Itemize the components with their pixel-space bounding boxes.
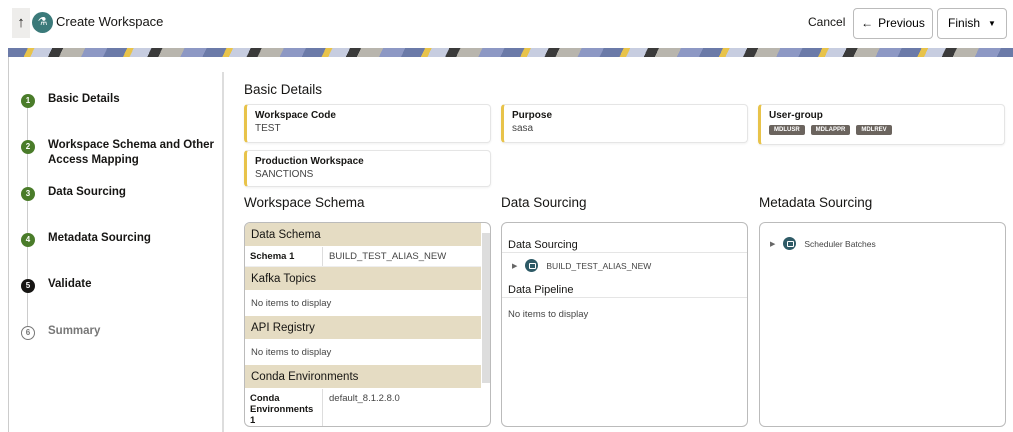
data-pipeline-subheader: Data Pipeline: [502, 278, 747, 298]
api-registry-header: API Registry: [245, 316, 481, 340]
step-3-label[interactable]: Data Sourcing: [48, 186, 126, 198]
data-schema-header: Data Schema: [245, 223, 481, 247]
step-2-indicator: 2: [21, 140, 35, 154]
conda-environments-header: Conda Environments: [245, 365, 481, 389]
step-1-label[interactable]: Basic Details: [48, 93, 120, 105]
wizard-panel: [8, 57, 1013, 432]
user-group-tag: MDLREV: [856, 125, 892, 135]
node-label: BUILD_TEST_ALIAS_NEW: [546, 260, 652, 271]
workspace-code-card: Workspace Code TEST: [244, 104, 491, 143]
step-4-indicator: 4: [21, 233, 35, 247]
kafka-topics-header: Kafka Topics: [245, 267, 481, 291]
step-2-label[interactable]: Workspace Schema and Other Access Mappin…: [48, 139, 214, 166]
step-5-label[interactable]: Validate: [48, 278, 92, 290]
tree-node[interactable]: ▶ BUILD_TEST_ALIAS_NEW: [502, 253, 747, 278]
metadata-sourcing-box: ▶ Scheduler Batches: [759, 222, 1006, 427]
banner: [8, 48, 1013, 57]
row-value: default_8.1.2.8.0: [329, 393, 400, 404]
step-5-indicator: 5: [21, 279, 35, 293]
divider: [222, 72, 224, 432]
row-key: Conda Environments 1: [245, 389, 323, 426]
arrow-left-icon: ←: [861, 16, 874, 30]
folder-icon: [525, 259, 539, 272]
folder-icon: [783, 237, 797, 250]
table-row: Conda Environments 1 default_8.1.2.8.0: [245, 389, 481, 426]
basic-details-heading: Basic Details: [244, 82, 323, 97]
scrollbar[interactable]: [482, 233, 490, 383]
tree-node[interactable]: ▶ Scheduler Batches: [760, 231, 1005, 256]
workspace-schema-heading: Workspace Schema: [244, 195, 365, 210]
label: Workspace Code: [255, 110, 336, 121]
data-sourcing-box: Data Sourcing ▶ BUILD_TEST_ALIAS_NEW Data…: [501, 222, 748, 427]
step-3-indicator: 3: [21, 187, 35, 201]
label: Purpose: [512, 110, 553, 121]
previous-button[interactable]: ← Previous: [853, 8, 933, 39]
finish-button[interactable]: Finish ▼: [937, 8, 1007, 39]
label: Production Workspace: [255, 156, 364, 167]
table-row: Schema 1 BUILD_TEST_ALIAS_NEW: [245, 247, 481, 267]
empty-message: No items to display: [251, 298, 332, 309]
node-label: Scheduler Batches: [804, 238, 876, 249]
data-sourcing-subheader: Data Sourcing: [502, 233, 747, 253]
back-button[interactable]: ↑: [12, 8, 30, 38]
value: sasa: [512, 123, 534, 134]
empty-message: No items to display: [508, 309, 589, 320]
step-6-indicator: 6: [21, 326, 35, 340]
row-key: Schema 1: [245, 247, 323, 266]
step-6-label[interactable]: Summary: [48, 325, 101, 337]
step-1-indicator: 1: [21, 94, 35, 108]
expand-arrow-icon[interactable]: ▶: [512, 262, 518, 270]
page-title: Create Workspace: [56, 14, 164, 29]
value: SANCTIONS: [255, 169, 314, 180]
purpose-card: Purpose sasa: [501, 104, 748, 143]
value: TEST: [255, 123, 281, 134]
expand-arrow-icon[interactable]: ▶: [770, 240, 776, 248]
workspace-logo-icon: ⚗: [32, 12, 53, 33]
row-value: BUILD_TEST_ALIAS_NEW: [329, 251, 447, 262]
previous-label: Previous: [878, 16, 925, 30]
data-sourcing-heading: Data Sourcing: [501, 195, 587, 210]
cancel-button[interactable]: Cancel: [808, 15, 846, 29]
user-group-tag: MDLUSR: [769, 125, 805, 135]
step-4-label[interactable]: Metadata Sourcing: [48, 232, 151, 244]
workspace-schema-box: Data Schema Schema 1 BUILD_TEST_ALIAS_NEW…: [244, 222, 491, 427]
finish-label: Finish: [948, 16, 981, 30]
user-group-card: User-group MDLUSR MDLAPPR MDLREV: [758, 104, 1005, 145]
chevron-down-icon: ▼: [988, 19, 996, 28]
label: User-group: [769, 110, 823, 121]
user-group-tag: MDLAPPR: [810, 125, 851, 135]
metadata-sourcing-heading: Metadata Sourcing: [759, 195, 873, 210]
empty-message: No items to display: [251, 347, 332, 358]
step-rail: [27, 104, 28, 334]
production-workspace-card: Production Workspace SANCTIONS: [244, 150, 491, 187]
